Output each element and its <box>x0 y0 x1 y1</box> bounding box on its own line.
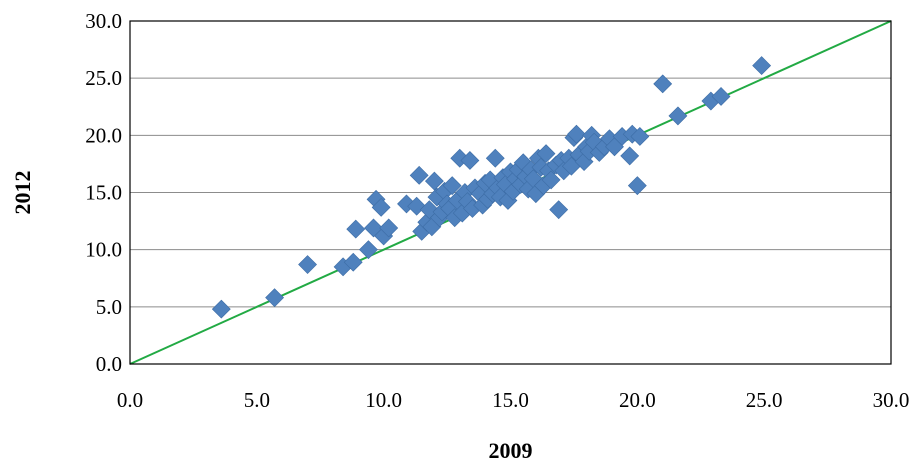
y-tick-label-2: 10.0 <box>85 238 122 262</box>
data-point-26 <box>442 176 462 196</box>
data-point-84 <box>620 146 640 166</box>
data-point-29 <box>450 148 470 168</box>
data-point-0 <box>211 299 231 319</box>
data-point-66 <box>549 200 569 220</box>
data-point-42 <box>485 148 505 168</box>
data-point-91 <box>711 87 731 106</box>
data-points <box>211 56 772 319</box>
y-tick-label-5: 25.0 <box>85 66 122 90</box>
data-point-87 <box>630 127 650 146</box>
data-point-62 <box>536 144 556 164</box>
data-point-6 <box>359 240 378 260</box>
y-tick-label-0: 0.0 <box>96 352 122 376</box>
data-point-86 <box>627 176 647 196</box>
y-axis-tick-labels: 0.0 5.0 10.0 15.0 20.0 25.0 30.0 <box>85 9 122 376</box>
data-point-89 <box>668 106 688 126</box>
data-point-17 <box>419 200 439 220</box>
data-point-1 <box>265 288 285 308</box>
x-tick-label-4: 20.0 <box>619 388 656 412</box>
y-tick-label-1: 5.0 <box>96 295 122 319</box>
data-point-88 <box>653 74 673 94</box>
y-tick-label-6: 30.0 <box>85 9 122 33</box>
x-tick-label-1: 5.0 <box>244 388 270 412</box>
x-axis-title: 2009 <box>489 438 533 463</box>
x-axis-tick-labels: 0.0 5.0 10.0 15.0 20.0 25.0 30.0 <box>117 388 910 412</box>
data-point-14 <box>409 165 429 185</box>
y-axis-title: 2012 <box>10 171 35 215</box>
data-point-4 <box>343 252 363 272</box>
data-point-9 <box>371 197 391 217</box>
data-point-11 <box>379 218 399 238</box>
x-tick-label-6: 30.0 <box>873 388 910 412</box>
data-point-72 <box>567 124 586 144</box>
data-point-64 <box>541 170 561 190</box>
data-point-5 <box>346 219 366 239</box>
plot-area-border <box>129 20 892 365</box>
data-point-33 <box>460 151 480 170</box>
data-point-92 <box>752 56 772 76</box>
x-tick-label-0: 0.0 <box>117 388 143 412</box>
x-tick-label-5: 25.0 <box>746 388 783 412</box>
x-tick-label-3: 15.0 <box>492 388 529 412</box>
data-point-2 <box>298 255 317 274</box>
data-point-19 <box>424 171 444 191</box>
y-tick-label-4: 20.0 <box>85 123 122 147</box>
x-tick-label-2: 10.0 <box>365 388 402 412</box>
y-tick-label-3: 15.0 <box>85 181 122 205</box>
